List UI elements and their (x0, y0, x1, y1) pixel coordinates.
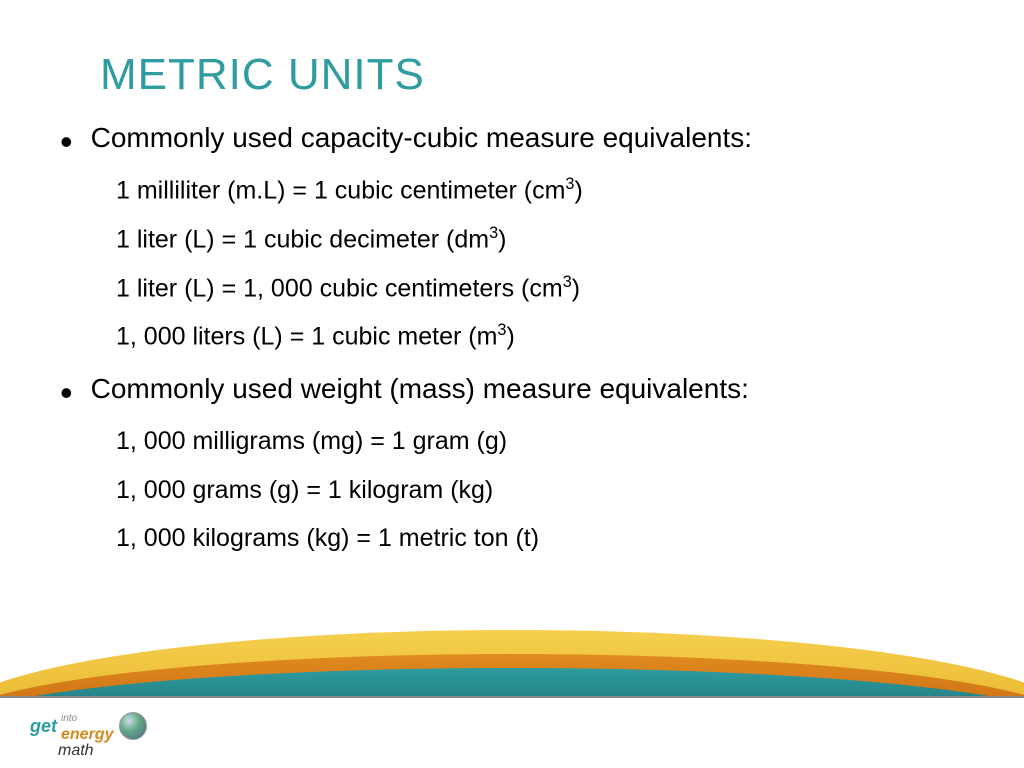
equiv-item: 1 liter (L) = 1, 000 cubic centimeters (… (116, 272, 964, 305)
bullet-icon: • (60, 375, 73, 411)
logo-get: get (30, 716, 57, 737)
logo-math: math (58, 742, 94, 760)
section-capacity: • Commonly used capacity-cubic measure e… (60, 120, 964, 353)
footer-waves: get into energy math (0, 638, 1024, 768)
logo-top: get into energy (30, 708, 147, 744)
slide-title: METRIC UNITS (100, 50, 964, 100)
footer-bar: get into energy math (0, 696, 1024, 768)
equiv-item: 1, 000 kilograms (kg) = 1 metric ton (t) (116, 522, 964, 555)
globe-icon (119, 712, 147, 740)
bullet-icon: • (60, 124, 73, 160)
equiv-item: 1, 000 grams (g) = 1 kilogram (kg) (116, 474, 964, 507)
section-weight: • Commonly used weight (mass) measure eq… (60, 371, 964, 555)
bullet-row: • Commonly used capacity-cubic measure e… (60, 120, 964, 160)
equiv-item: 1 liter (L) = 1 cubic decimeter (dm3) (116, 223, 964, 256)
logo: get into energy math (30, 708, 147, 760)
equiv-item: 1, 000 milligrams (mg) = 1 gram (g) (116, 425, 964, 458)
sub-items-capacity: 1 milliliter (m.L) = 1 cubic centimeter … (116, 174, 964, 353)
equiv-item: 1 milliliter (m.L) = 1 cubic centimeter … (116, 174, 964, 207)
sub-items-weight: 1, 000 milligrams (mg) = 1 gram (g) 1, 0… (116, 425, 964, 555)
section-heading: Commonly used weight (mass) measure equi… (91, 371, 749, 407)
bullet-row: • Commonly used weight (mass) measure eq… (60, 371, 964, 411)
section-heading: Commonly used capacity-cubic measure equ… (91, 120, 752, 156)
logo-into-energy: into energy (61, 708, 113, 744)
slide: METRIC UNITS • Commonly used capacity-cu… (0, 0, 1024, 768)
equiv-item: 1, 000 liters (L) = 1 cubic meter (m3) (116, 320, 964, 353)
